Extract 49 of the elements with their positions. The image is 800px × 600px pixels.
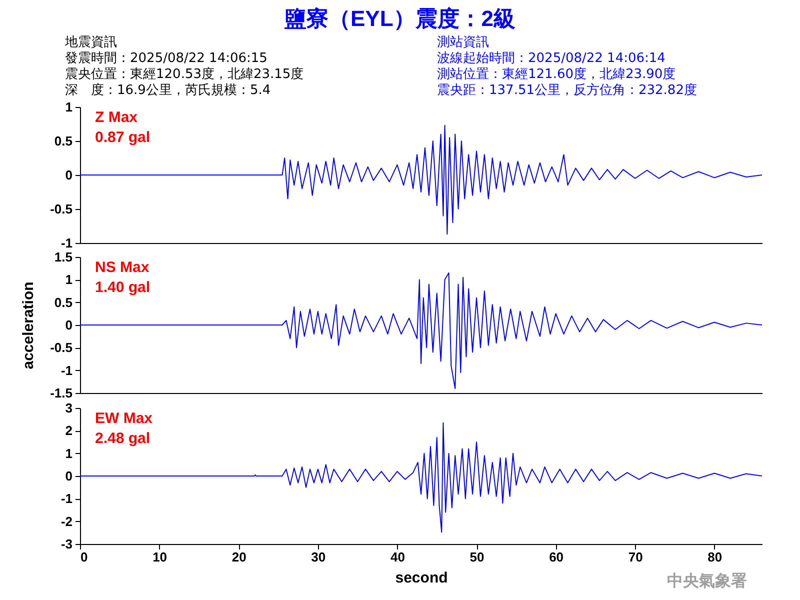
- y-axis-title: acceleration: [20, 282, 38, 370]
- annotation: 2.48 gal: [95, 430, 150, 447]
- text: 震央位置：東經120.53度，北緯23.15度: [65, 67, 304, 83]
- y-tick-label: 3: [65, 400, 72, 416]
- y-tick-label: -1: [60, 236, 72, 250]
- y-tick-label: 2: [65, 423, 72, 438]
- annotation: EW Max: [95, 410, 154, 427]
- y-tick-label: 1: [65, 100, 72, 114]
- text: 發震時間：2025/08/22 14:06:15: [65, 51, 268, 67]
- text: 震央距：137.51公里，反方位角：232.82度: [437, 83, 697, 99]
- x-tick-label: 60: [549, 550, 564, 564]
- y-tick-label: -0.5: [50, 340, 72, 356]
- y-tick-label: -1: [60, 491, 72, 506]
- y-tick-label: 1: [65, 446, 72, 461]
- y-tick-label: 0: [65, 168, 72, 182]
- y-tick-label: -2: [60, 514, 72, 529]
- x-tick-label: 40: [390, 550, 405, 564]
- line-series: [80, 272, 762, 389]
- text: 中央氣象署: [667, 571, 747, 590]
- annotation: NS Max: [95, 259, 150, 276]
- annotation: 0.87 gal: [95, 129, 150, 146]
- y-tick-label: 1: [65, 272, 72, 288]
- x-tick-label: 50: [470, 550, 484, 564]
- y-tick-label: 1.5: [54, 250, 72, 264]
- annotation: Z Max: [95, 109, 138, 126]
- text: 鹽寮（EYL）震度：2級: [283, 5, 517, 33]
- text: 深 度：16.9公里，芮氏規模：5.4: [65, 83, 272, 99]
- x-tick-label: 20: [232, 550, 246, 564]
- y-tick-label: 0.5: [54, 294, 72, 310]
- x-axis-title: second: [395, 570, 448, 586]
- y-tick-label: 0.5: [54, 134, 72, 148]
- x-tick-label: 30: [311, 550, 326, 564]
- annotation: 1.40 gal: [95, 279, 150, 296]
- y-tick-label: -1: [60, 362, 72, 378]
- line-series: [80, 422, 762, 533]
- y-tick-label: -3: [60, 536, 72, 552]
- line-series: [80, 124, 762, 235]
- text: 測站位置：東經121.60度，北緯23.90度: [437, 67, 677, 83]
- y-tick-label: 0: [65, 468, 72, 484]
- x-tick-label: 80: [708, 550, 722, 564]
- text: 波線起始時間：2025/08/22 14:06:14: [437, 51, 666, 67]
- y-tick-label: -0.5: [50, 202, 72, 216]
- text: 測站資訊: [437, 35, 490, 51]
- y-tick-label: -1.5: [50, 386, 72, 400]
- x-tick-label: 0: [80, 550, 88, 564]
- x-tick-label: 70: [628, 550, 643, 564]
- text: 地震資訊: [65, 35, 118, 51]
- y-tick-label: 0: [65, 318, 72, 332]
- x-tick-label: 10: [152, 550, 168, 564]
